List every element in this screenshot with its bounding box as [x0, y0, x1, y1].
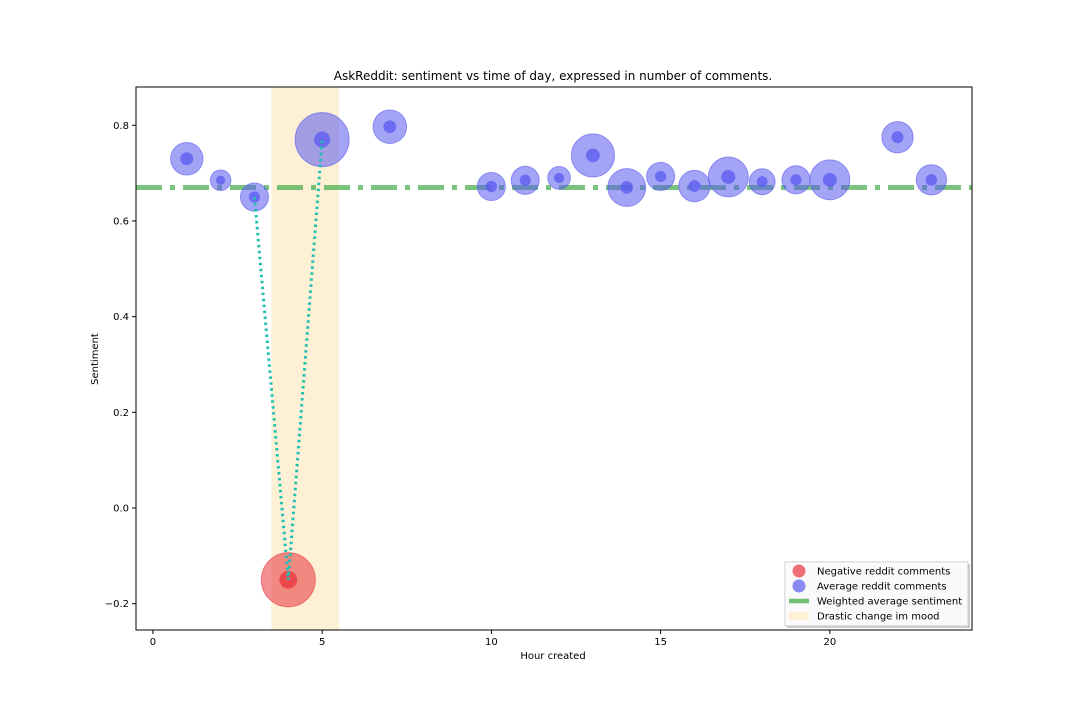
x-tick-label: 0: [150, 637, 156, 648]
x-tick-label: 20: [823, 637, 836, 648]
legend-marker: [792, 564, 806, 578]
transition-path-line: [252, 139, 324, 580]
legend-label: Weighted average sentiment: [817, 597, 962, 608]
plot-contents: [136, 87, 972, 630]
legend: Negative reddit comments Average reddit c…: [784, 561, 969, 627]
x-axis-label: Hour created: [520, 651, 585, 662]
bubble-average-inner: [586, 148, 600, 163]
bubble-average-inner: [721, 169, 736, 184]
bubble-average-inner: [215, 175, 226, 185]
bubble-average-inner: [620, 181, 634, 194]
bubble-average-inner: [553, 172, 565, 184]
y-tick-label: 0.0: [113, 504, 129, 515]
y-tick-label: 0.2: [113, 408, 129, 419]
y-axis-label: Sentiment: [90, 333, 101, 385]
bubble-average-inner: [654, 170, 667, 183]
legend-marker: [789, 612, 809, 620]
bubble-average-inner: [180, 152, 194, 166]
bubble-average-inner: [485, 180, 498, 193]
legend-marker: [792, 579, 806, 593]
y-tick-label: 0.4: [113, 312, 129, 323]
bubble-average-inner: [822, 172, 837, 187]
x-tick-label: 5: [319, 637, 325, 648]
bubble-average-inner: [688, 180, 701, 192]
y-tick-label: −0.2: [105, 599, 129, 610]
bubble-average-inner: [383, 120, 397, 134]
bubble-average-inner: [925, 174, 938, 186]
x-tick-label: 10: [485, 637, 498, 648]
plot-area: 0 5 10 15 20 −0.2 0.0 0.2 0.4 0.6 0.8 Negative redd…: [105, 86, 973, 648]
bubble-average-inner: [314, 131, 331, 148]
y-tick-label: 0.8: [113, 121, 129, 132]
x-tick-label: 15: [654, 637, 667, 648]
legend-label: Average reddit comments: [817, 582, 947, 593]
legend-label: Negative reddit comments: [817, 567, 950, 578]
chart-title: AskReddit: sentiment vs time of day, exp…: [334, 69, 773, 83]
legend-label: Drastic change im mood: [817, 612, 940, 623]
bubble-average-inner: [756, 176, 768, 188]
bubble-average-inner: [891, 131, 904, 144]
bubble-average-inner: [519, 174, 531, 186]
legend-box: [784, 561, 969, 627]
y-tick-label: 0.6: [113, 216, 129, 227]
plot-frame: [135, 86, 973, 631]
bubble-average-inner: [790, 174, 802, 186]
